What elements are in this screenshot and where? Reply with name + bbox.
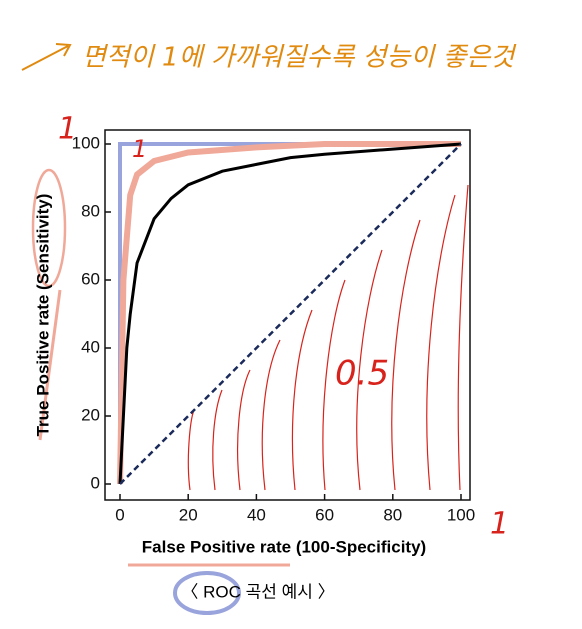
y-tick-label: 40 — [81, 337, 100, 356]
x-tick-label: 20 — [179, 505, 198, 524]
circle-mark — [173, 571, 241, 615]
x-tick-label: 60 — [315, 505, 334, 524]
plot-frame — [104, 129, 471, 501]
x-axis-label: False Positive rate (100-Specificity) — [142, 537, 426, 556]
x-tick-label: 40 — [247, 505, 266, 524]
roc-curve — [117, 141, 461, 485]
y-tick-label: 0 — [91, 473, 100, 492]
y-tick-label: 60 — [81, 269, 100, 288]
annotation: 1 — [58, 112, 77, 147]
annotation: 0.5 — [335, 354, 389, 394]
hatching — [187, 184, 469, 491]
circle-mark — [31, 168, 67, 288]
y-tick-label: 80 — [81, 201, 100, 220]
annotation: 1 — [490, 507, 509, 542]
annotation: 1 — [132, 135, 147, 163]
y-axis-label: True Positive rate (Sensitivity) — [33, 194, 52, 437]
y-tick-label: 20 — [81, 405, 100, 424]
caption: 〈 ROC 곡선 예시 〉 — [181, 582, 334, 601]
note: 면적이 1에 가까워질수록 성능이 좋은것 — [82, 43, 517, 73]
y-tick-label: 100 — [72, 133, 100, 152]
arrow — [21, 43, 72, 71]
x-tick-label: 100 — [447, 505, 475, 524]
x-tick-label: 0 — [115, 505, 124, 524]
roc-curve — [119, 143, 462, 485]
x-tick-label: 80 — [383, 505, 402, 524]
underline — [38, 289, 62, 441]
roc-curve — [118, 142, 462, 485]
